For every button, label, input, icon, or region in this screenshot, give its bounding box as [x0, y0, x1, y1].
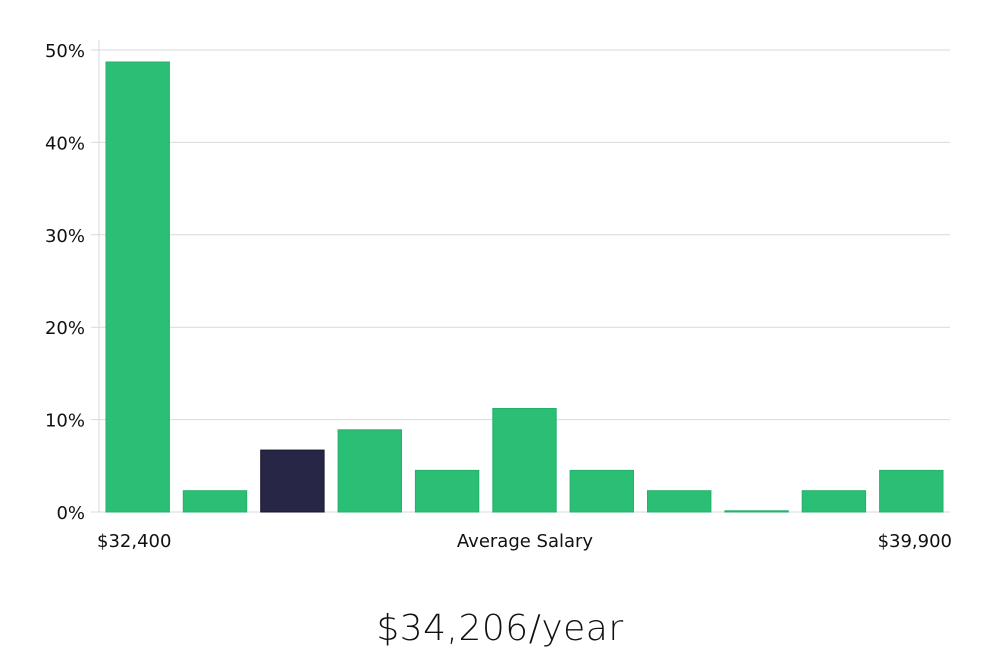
bar — [492, 408, 557, 513]
x-axis-label: Average Salary — [457, 531, 594, 552]
y-tick-label: 40% — [45, 133, 85, 154]
average-salary-value: $34,206/year — [376, 608, 624, 649]
y-tick-label: 50% — [45, 41, 85, 62]
salary-histogram: 0% 10% 20% 30% 40% 50% $32,400 Average Salary… — [45, 40, 952, 552]
y-tick-label: 30% — [45, 226, 85, 247]
x-min-label: $32,400 — [97, 531, 171, 552]
bar — [647, 490, 712, 513]
y-tick-label: 0% — [56, 503, 85, 524]
bar — [337, 429, 403, 513]
bar — [182, 490, 248, 513]
y-tick-label: 20% — [45, 318, 85, 339]
bar — [801, 490, 867, 513]
bar — [569, 469, 634, 513]
bar — [105, 61, 170, 513]
x-max-label: $39,900 — [878, 531, 952, 552]
bar-highlighted — [260, 449, 325, 513]
bar — [724, 510, 789, 513]
y-tick-labels: 0% 10% 20% 30% 40% 50% — [45, 41, 85, 524]
y-tick-label: 10% — [45, 411, 85, 432]
bars — [105, 61, 944, 513]
bar — [414, 469, 480, 513]
bar — [879, 469, 944, 513]
